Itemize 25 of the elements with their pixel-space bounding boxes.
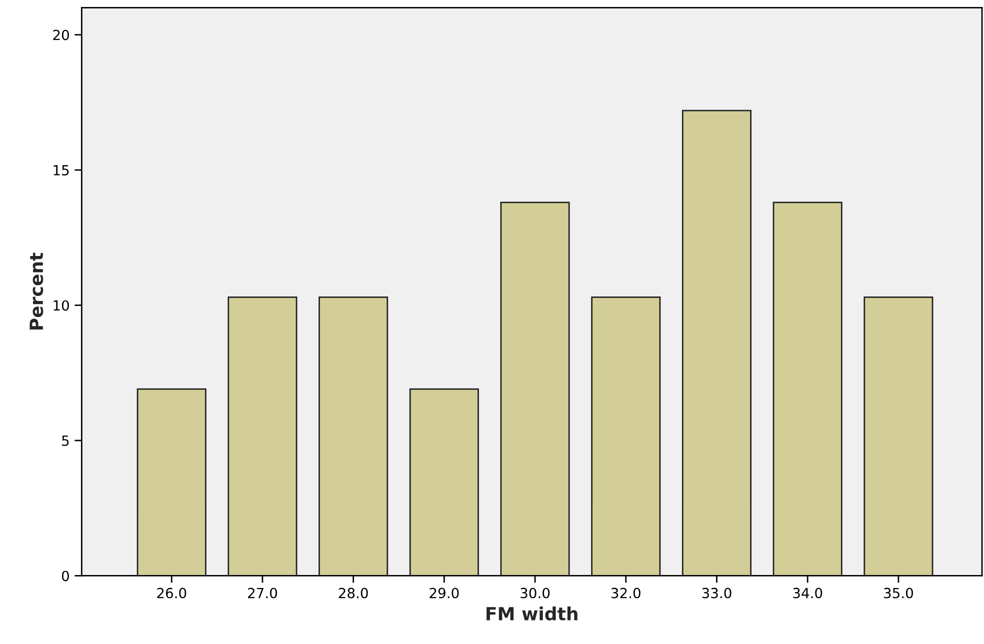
y-axis-title: Percent — [30, 252, 44, 330]
x-tick-label: 29.0 — [430, 588, 459, 598]
y-tick-label: 15 — [54, 165, 69, 176]
bar — [409, 388, 479, 576]
y-tick-label: 0 — [62, 570, 69, 582]
bar — [318, 296, 388, 576]
y-tick-label: 20 — [53, 30, 69, 40]
bar — [136, 388, 206, 576]
x-axis-title: FM width — [486, 606, 578, 621]
bar — [228, 296, 298, 576]
x-tick-label: 30.0 — [520, 588, 550, 598]
bar — [682, 110, 752, 576]
bar — [500, 202, 570, 576]
x-tick-label: 34.0 — [793, 588, 822, 598]
x-tick-label: 33.0 — [702, 588, 732, 598]
y-tick-label: 10 — [54, 300, 69, 311]
x-tick-label: 35.0 — [884, 588, 913, 598]
y-tick-label: 5 — [62, 436, 69, 446]
x-tick-label: 28.0 — [338, 588, 368, 598]
bar — [772, 202, 842, 576]
bar — [591, 296, 661, 576]
bar — [864, 296, 934, 576]
x-tick-label: 27.0 — [248, 588, 278, 598]
x-tick-label: 26.0 — [157, 588, 186, 598]
x-tick-label: 32.0 — [611, 588, 640, 598]
